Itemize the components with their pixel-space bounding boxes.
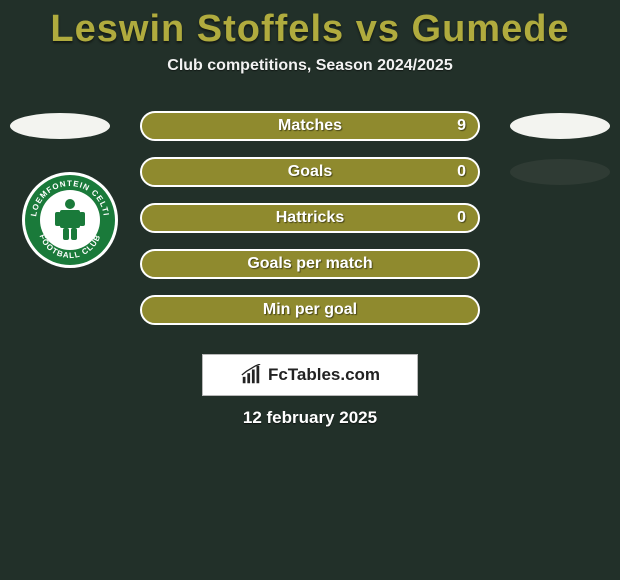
player-left-marker xyxy=(10,113,110,139)
stat-bar: Matches 9 xyxy=(140,111,480,141)
stat-label: Matches xyxy=(278,117,342,135)
player-right-marker xyxy=(510,159,610,185)
stat-bar: Min per goal xyxy=(140,295,480,325)
club-badge: BLOEMFONTEIN CELTIC FOOTBALL CLUB xyxy=(20,170,120,270)
player-right-marker xyxy=(510,113,610,139)
stat-value: 9 xyxy=(457,117,466,135)
stat-label: Min per goal xyxy=(263,301,357,319)
stat-value: 0 xyxy=(457,209,466,227)
stat-label: Goals per match xyxy=(247,255,372,273)
footer-brand[interactable]: FcTables.com xyxy=(202,354,418,396)
subtitle: Club competitions, Season 2024/2025 xyxy=(0,57,620,75)
date-line: 12 february 2025 xyxy=(0,408,620,428)
club-badge-icon: BLOEMFONTEIN CELTIC FOOTBALL CLUB xyxy=(20,170,120,270)
chart-icon xyxy=(240,364,262,386)
page-title: Leswin Stoffels vs Gumede xyxy=(0,0,620,51)
footer-brand-text: FcTables.com xyxy=(268,365,380,385)
stat-bar: Hattricks 0 xyxy=(140,203,480,233)
stat-label: Goals xyxy=(288,163,332,181)
stat-label: Hattricks xyxy=(276,209,344,227)
stat-row: Matches 9 xyxy=(0,103,620,149)
stat-row: Min per goal xyxy=(0,287,620,333)
stat-bar: Goals per match xyxy=(140,249,480,279)
stat-value: 0 xyxy=(457,163,466,181)
stat-bar: Goals 0 xyxy=(140,157,480,187)
